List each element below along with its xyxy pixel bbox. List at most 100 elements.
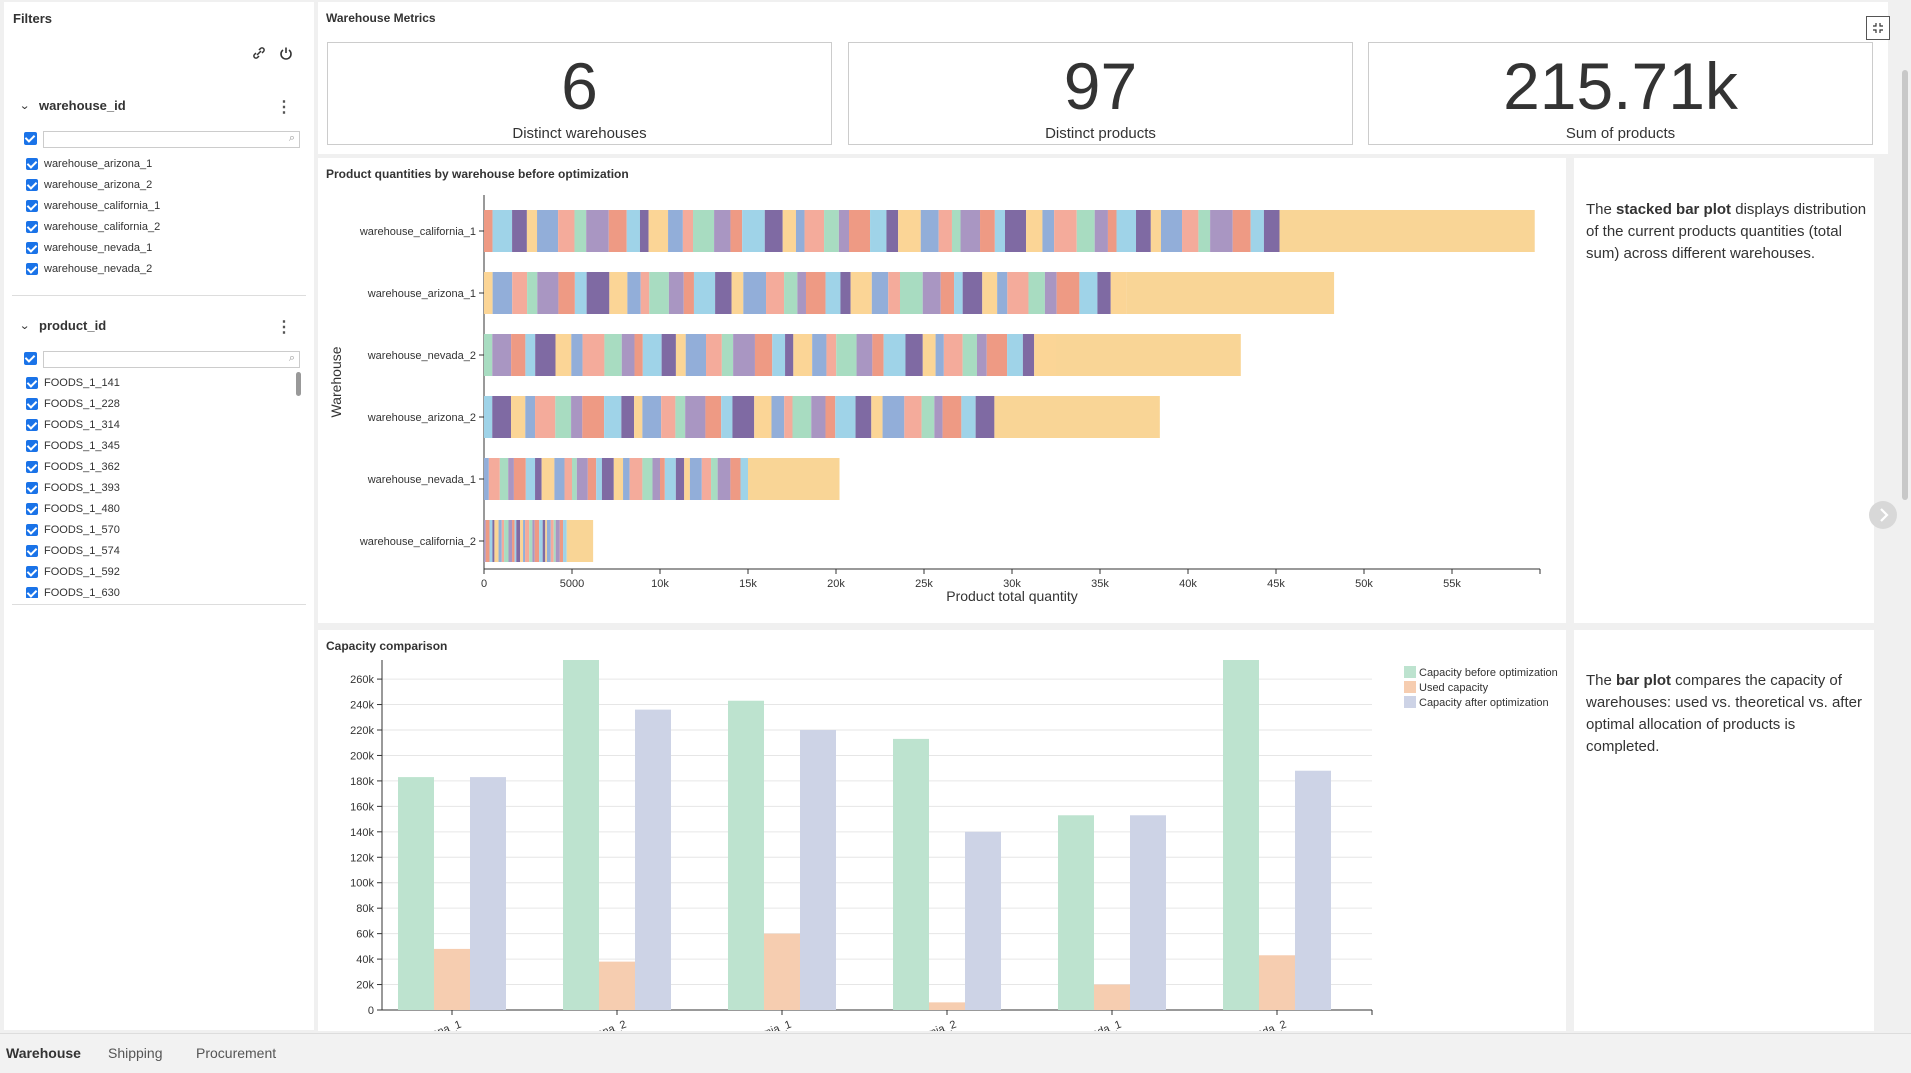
checkbox[interactable] bbox=[26, 199, 38, 212]
filter-header[interactable]: ⌄ product_id ⋮ bbox=[12, 317, 306, 337]
list-item[interactable]: warehouse_nevada_2 bbox=[26, 258, 286, 279]
checkbox[interactable] bbox=[26, 565, 38, 578]
bar-segment bbox=[642, 458, 653, 500]
link-icon[interactable] bbox=[250, 46, 268, 64]
list-item[interactable]: FOODS_1_480 bbox=[26, 498, 286, 519]
bar-segment bbox=[714, 210, 731, 252]
metric-value: 6 bbox=[561, 49, 598, 123]
bar-segment bbox=[960, 210, 981, 252]
list-item[interactable]: FOODS_1_570 bbox=[26, 519, 286, 540]
bar-segment bbox=[922, 272, 941, 314]
checkbox[interactable] bbox=[26, 376, 38, 389]
list-item[interactable]: FOODS_1_393 bbox=[26, 477, 286, 498]
checkbox[interactable] bbox=[26, 481, 38, 494]
bar-segment bbox=[508, 458, 514, 500]
bar-segment bbox=[811, 396, 826, 438]
checkbox[interactable] bbox=[26, 157, 38, 170]
bar-segment bbox=[1279, 210, 1535, 252]
bar-segment bbox=[701, 458, 712, 500]
bar-segment bbox=[484, 210, 493, 252]
checkbox[interactable] bbox=[26, 178, 38, 191]
list-item[interactable]: warehouse_arizona_2 bbox=[26, 174, 286, 195]
stacked-chart-panel: Product quantities by warehouse before o… bbox=[318, 158, 1566, 623]
list-item[interactable]: warehouse_california_1 bbox=[26, 195, 286, 216]
list-item[interactable]: FOODS_1_574 bbox=[26, 540, 286, 561]
bar-segment bbox=[1079, 272, 1098, 314]
kebab-menu-icon[interactable]: ⋮ bbox=[276, 319, 292, 336]
bar-segment bbox=[484, 458, 489, 500]
list-item[interactable]: FOODS_1_141 bbox=[26, 372, 286, 393]
y-tick-label: 40k bbox=[356, 954, 374, 966]
list-item[interactable]: FOODS_1_314 bbox=[26, 414, 286, 435]
bar-segment bbox=[492, 396, 512, 438]
bar-segment bbox=[1232, 210, 1251, 252]
bar-segment bbox=[742, 210, 765, 252]
bar-segment bbox=[626, 210, 640, 252]
bar-segment bbox=[513, 458, 526, 500]
bar-segment bbox=[682, 210, 694, 252]
checkbox[interactable] bbox=[26, 220, 38, 233]
checkbox[interactable] bbox=[26, 439, 38, 452]
list-item[interactable]: FOODS_1_592 bbox=[26, 561, 286, 582]
capacity-description-panel: The bar plot compares the capacity of wa… bbox=[1574, 630, 1874, 1031]
bar-segment bbox=[539, 520, 543, 562]
bar-segment bbox=[555, 334, 572, 376]
list-item[interactable]: FOODS_1_630 bbox=[26, 582, 286, 598]
tab-procurement[interactable]: Procurement bbox=[196, 1045, 277, 1061]
checkbox[interactable] bbox=[26, 523, 38, 536]
filter-header[interactable]: ⌄ warehouse_id ⋮ bbox=[12, 97, 306, 117]
chevron-down-icon[interactable]: ⌄ bbox=[19, 100, 31, 112]
select-all-checkbox[interactable] bbox=[24, 132, 37, 145]
bar-segment bbox=[940, 272, 955, 314]
bar-segment bbox=[942, 396, 962, 438]
checkbox[interactable] bbox=[26, 241, 38, 254]
bar-segment bbox=[652, 458, 660, 500]
y-tick-label: warehouse_nevada_2 bbox=[367, 350, 476, 362]
chevron-down-icon[interactable]: ⌄ bbox=[19, 320, 31, 332]
checkbox[interactable] bbox=[26, 544, 38, 557]
legend-swatch bbox=[1404, 666, 1416, 678]
checkbox[interactable] bbox=[26, 418, 38, 431]
fullscreen-exit-icon[interactable] bbox=[1866, 16, 1890, 40]
capacity-bar-chart: 0 20k 40k 60k 80k 100k 120k 140k 160k 180k 200k 220… bbox=[350, 660, 1558, 1031]
checkbox[interactable] bbox=[26, 397, 38, 410]
bar-segment bbox=[586, 272, 610, 314]
bar-segment bbox=[793, 334, 813, 376]
list-scrollbar[interactable] bbox=[296, 372, 301, 396]
checkbox[interactable] bbox=[26, 262, 38, 275]
kebab-menu-icon[interactable]: ⋮ bbox=[276, 99, 292, 116]
metric-value: 215.71k bbox=[1503, 49, 1738, 123]
bar-segment bbox=[675, 458, 685, 500]
checkbox[interactable] bbox=[26, 460, 38, 473]
list-item[interactable]: FOODS_1_345 bbox=[26, 435, 286, 456]
metric-card: 97 Distinct products bbox=[848, 42, 1353, 145]
bar-segment bbox=[943, 334, 963, 376]
search-input[interactable]: ⌕ bbox=[43, 351, 300, 368]
checkbox[interactable] bbox=[26, 502, 38, 515]
list-item[interactable]: FOODS_1_228 bbox=[26, 393, 286, 414]
bar-capacity-before-optimization bbox=[1058, 815, 1094, 1010]
chevron-right-icon[interactable] bbox=[1869, 501, 1897, 529]
checkbox[interactable] bbox=[26, 586, 38, 598]
power-icon[interactable] bbox=[277, 46, 295, 64]
list-item[interactable]: warehouse_nevada_1 bbox=[26, 237, 286, 258]
bar-capacity-after-optimization bbox=[635, 709, 671, 1010]
search-input[interactable]: ⌕ bbox=[43, 131, 300, 148]
tab-shipping[interactable]: Shipping bbox=[108, 1045, 163, 1061]
tab-warehouse[interactable]: Warehouse bbox=[6, 1045, 81, 1061]
bar-segment bbox=[771, 396, 785, 438]
bar-segment bbox=[492, 520, 495, 562]
select-all-checkbox[interactable] bbox=[24, 352, 37, 365]
bar-segment bbox=[962, 272, 983, 314]
list-item[interactable]: warehouse_california_2 bbox=[26, 216, 286, 237]
bar-segment bbox=[596, 458, 602, 500]
bar-segment bbox=[1116, 210, 1137, 252]
stacked-bar bbox=[484, 396, 1160, 438]
bar-segment bbox=[494, 520, 499, 562]
bar-segment bbox=[986, 334, 1008, 376]
list-item[interactable]: warehouse_arizona_1 bbox=[26, 153, 286, 174]
page-scrollbar[interactable] bbox=[1902, 70, 1908, 500]
bar-segment bbox=[675, 334, 686, 376]
y-tick-label: warehouse_california_2 bbox=[359, 536, 476, 548]
list-item[interactable]: FOODS_1_362 bbox=[26, 456, 286, 477]
